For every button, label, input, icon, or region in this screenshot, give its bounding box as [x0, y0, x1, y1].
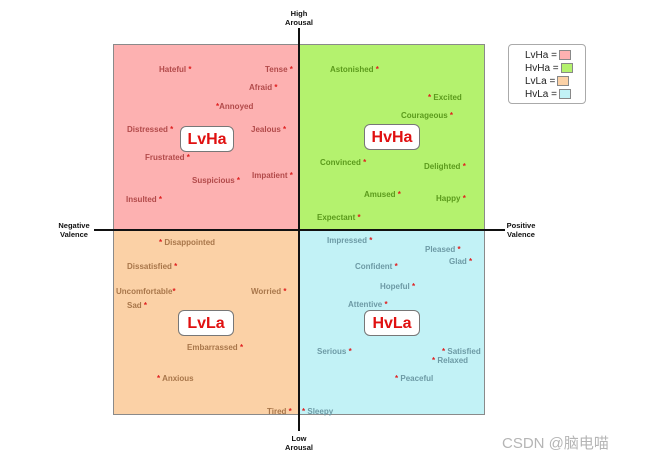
quadrant-label-hvha: HvHa [364, 124, 420, 150]
emotion-word: Tense * [265, 65, 293, 74]
emotion-word: Dissatisfied * [127, 262, 178, 271]
arousal-axis [298, 28, 300, 431]
emotion-word: Attentive * [348, 300, 388, 309]
emotion-word: * Relaxed [432, 356, 469, 365]
legend-item-lvla: LvLa = [525, 76, 570, 88]
quadrant-label-lvha: LvHa [180, 126, 234, 152]
emotion-word: Hopeful * [380, 282, 416, 291]
legend-swatch [560, 63, 573, 74]
legend: LvHa = HvHa = LvLa = HvLa = [508, 44, 586, 104]
quadrant-label-hvla: HvLa [364, 310, 420, 336]
emotion-word: Glad * [449, 257, 473, 266]
emotion-word: *Annoyed [216, 102, 254, 111]
watermark: CSDN @脑电喵 [502, 435, 609, 452]
emotion-word: Astonished * [330, 65, 379, 74]
emotion-word: Sad * [127, 301, 148, 310]
emotion-word: * Peaceful [395, 374, 434, 383]
quadrant-label-lvla: LvLa [178, 310, 234, 336]
emotion-word: * Anxious [157, 374, 194, 383]
emotion-word: Worried * [251, 287, 287, 296]
emotion-word: Jealous * [251, 125, 287, 134]
legend-item-hvla: HvLa = [525, 89, 571, 101]
axis-label-positive-valence: Positive Valence [506, 221, 536, 239]
emotion-word: Distressed * [127, 125, 174, 134]
legend-item-lvha: LvHa = [525, 50, 571, 62]
emotion-word: Amused * [364, 190, 401, 199]
emotion-word: Frustrated * [145, 153, 190, 162]
emotion-word: Insulted * [126, 195, 163, 204]
emotion-word: Uncomfortable* [116, 287, 176, 296]
emotion-word: Serious * [317, 347, 352, 356]
emotion-word: * Disappointed [159, 238, 216, 247]
legend-swatch [558, 50, 571, 61]
legend-swatch [557, 76, 570, 87]
legend-item-hvha: HvHa = [525, 63, 573, 75]
emotion-word: Impressed * [327, 236, 373, 245]
axis-label-low-arousal: Low Arousal [285, 434, 313, 452]
emotion-word: Expectant * [317, 213, 361, 222]
emotion-word: Pleased * [425, 245, 461, 254]
emotion-word: * Excited [428, 93, 462, 102]
emotion-word: Happy * [436, 194, 466, 203]
emotion-word: Delighted * [424, 162, 466, 171]
emotion-word: Tired * [267, 407, 292, 416]
emotion-word: Afraid * [249, 83, 278, 92]
axis-label-negative-valence: Negative Valence [58, 221, 90, 239]
emotion-word: Embarrassed * [187, 343, 244, 352]
emotion-word: Courageous * [401, 111, 454, 120]
emotion-word: Suspicious * [192, 176, 241, 185]
emotion-word: Convinced * [320, 158, 367, 167]
emotion-word: * Satisfied [442, 347, 481, 356]
legend-swatch [558, 89, 571, 100]
emotion-word: Confident * [355, 262, 398, 271]
emotion-word: * Sleepy [302, 407, 334, 416]
axis-label-high-arousal: High Arousal [285, 9, 313, 27]
emotion-word: Hateful * [159, 65, 192, 74]
emotion-word: Impatient * [252, 171, 293, 180]
